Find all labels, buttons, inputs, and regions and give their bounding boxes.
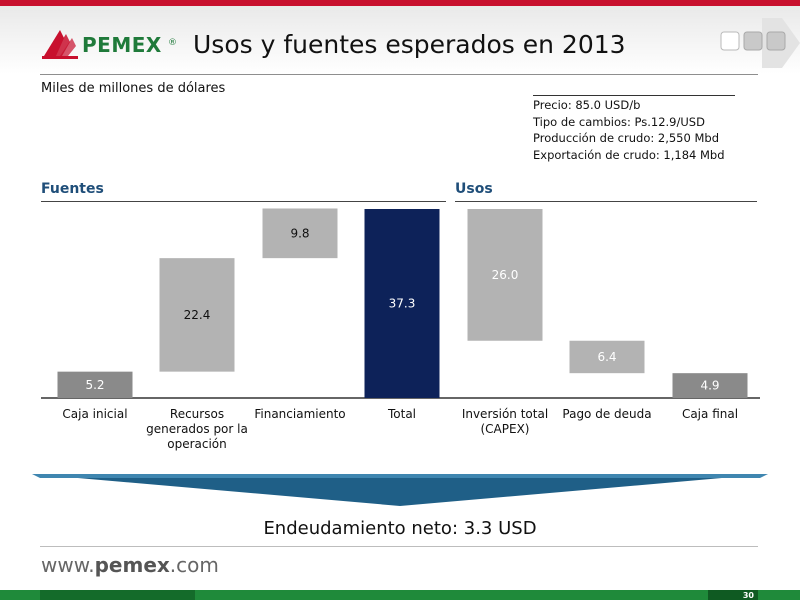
nav-arrow-icon <box>720 18 800 68</box>
bar-value-label-1: 5.2 <box>85 378 104 392</box>
top-red-bar <box>0 0 800 6</box>
page-number: 30 <box>708 590 758 600</box>
assumption-crude-production: Producción de crudo: 2,550 Mbd <box>533 131 719 145</box>
category-label-2: Recursos generados por la operación <box>146 407 248 451</box>
net-debt-value: 3.3 USD <box>463 518 537 539</box>
header-divider <box>40 74 758 75</box>
bar-2 <box>159 258 235 372</box>
bar-4 <box>364 209 440 398</box>
footer-divider <box>40 546 758 547</box>
header-background <box>0 6 800 74</box>
assumption-price: Precio: 85.0 USD/b <box>533 98 641 112</box>
assumptions-rule <box>533 95 735 96</box>
net-debt-banner-arrow <box>32 474 768 506</box>
eagle-icon <box>42 30 78 59</box>
category-label-6: Pago de deuda <box>562 407 652 421</box>
units-label: Miles de millones de dólares <box>41 81 226 96</box>
assumptions-box: Precio: 85.0 USD/b Tipo de cambios: Ps.1… <box>533 97 725 163</box>
section-sources-title: Fuentes <box>41 181 104 197</box>
net-debt-label: Endeudamiento neto: <box>263 518 459 539</box>
bottom-dark-segment <box>40 590 195 600</box>
bar-1 <box>57 371 133 398</box>
category-label-3: Financiamiento <box>254 407 346 421</box>
url-brand: pemex <box>94 553 170 577</box>
logo-wordmark: PEMEX <box>82 33 162 57</box>
bar-value-label-6: 6.4 <box>597 350 616 364</box>
url-suffix: .com <box>169 553 219 577</box>
bar-value-label-3: 9.8 <box>290 226 309 240</box>
bar-7 <box>672 373 748 398</box>
assumption-exchange-rate: Tipo de cambios: Ps.12.9/USD <box>533 114 705 129</box>
category-label-1: Caja inicial <box>62 407 128 421</box>
section-uses-title: Usos <box>455 181 493 197</box>
pemex-logo: PEMEX ® <box>42 26 182 62</box>
bar-value-label-4: 37.3 <box>389 297 416 311</box>
logo-registered: ® <box>168 38 177 48</box>
page-title: Usos y fuentes esperados en 2013 <box>193 30 626 59</box>
net-debt-text: Endeudamiento neto: 3.3 USD <box>0 518 800 539</box>
bar-value-label-5: 26.0 <box>492 268 519 282</box>
bottom-green-bar <box>0 590 800 600</box>
section-sources-rule <box>41 201 446 202</box>
category-label-7: Caja final <box>681 407 739 421</box>
bar-value-label-7: 4.9 <box>700 379 719 393</box>
url-prefix: www. <box>41 553 95 577</box>
category-label-4: Total <box>387 407 417 421</box>
category-label-5: Inversión total (CAPEX) <box>461 407 549 436</box>
bar-6 <box>569 340 645 374</box>
bar-5 <box>467 209 543 341</box>
waterfall-chart: 5.2 22.4 9.8 37.3 26.0 6.4 4.9 <box>41 208 760 399</box>
bar-value-label-2: 22.4 <box>184 308 211 322</box>
bar-3 <box>262 208 338 259</box>
section-uses-rule <box>455 201 757 202</box>
assumption-crude-export: Exportación de crudo: 1,184 Mbd <box>533 147 725 162</box>
website-url: www.pemex.com <box>41 553 219 577</box>
